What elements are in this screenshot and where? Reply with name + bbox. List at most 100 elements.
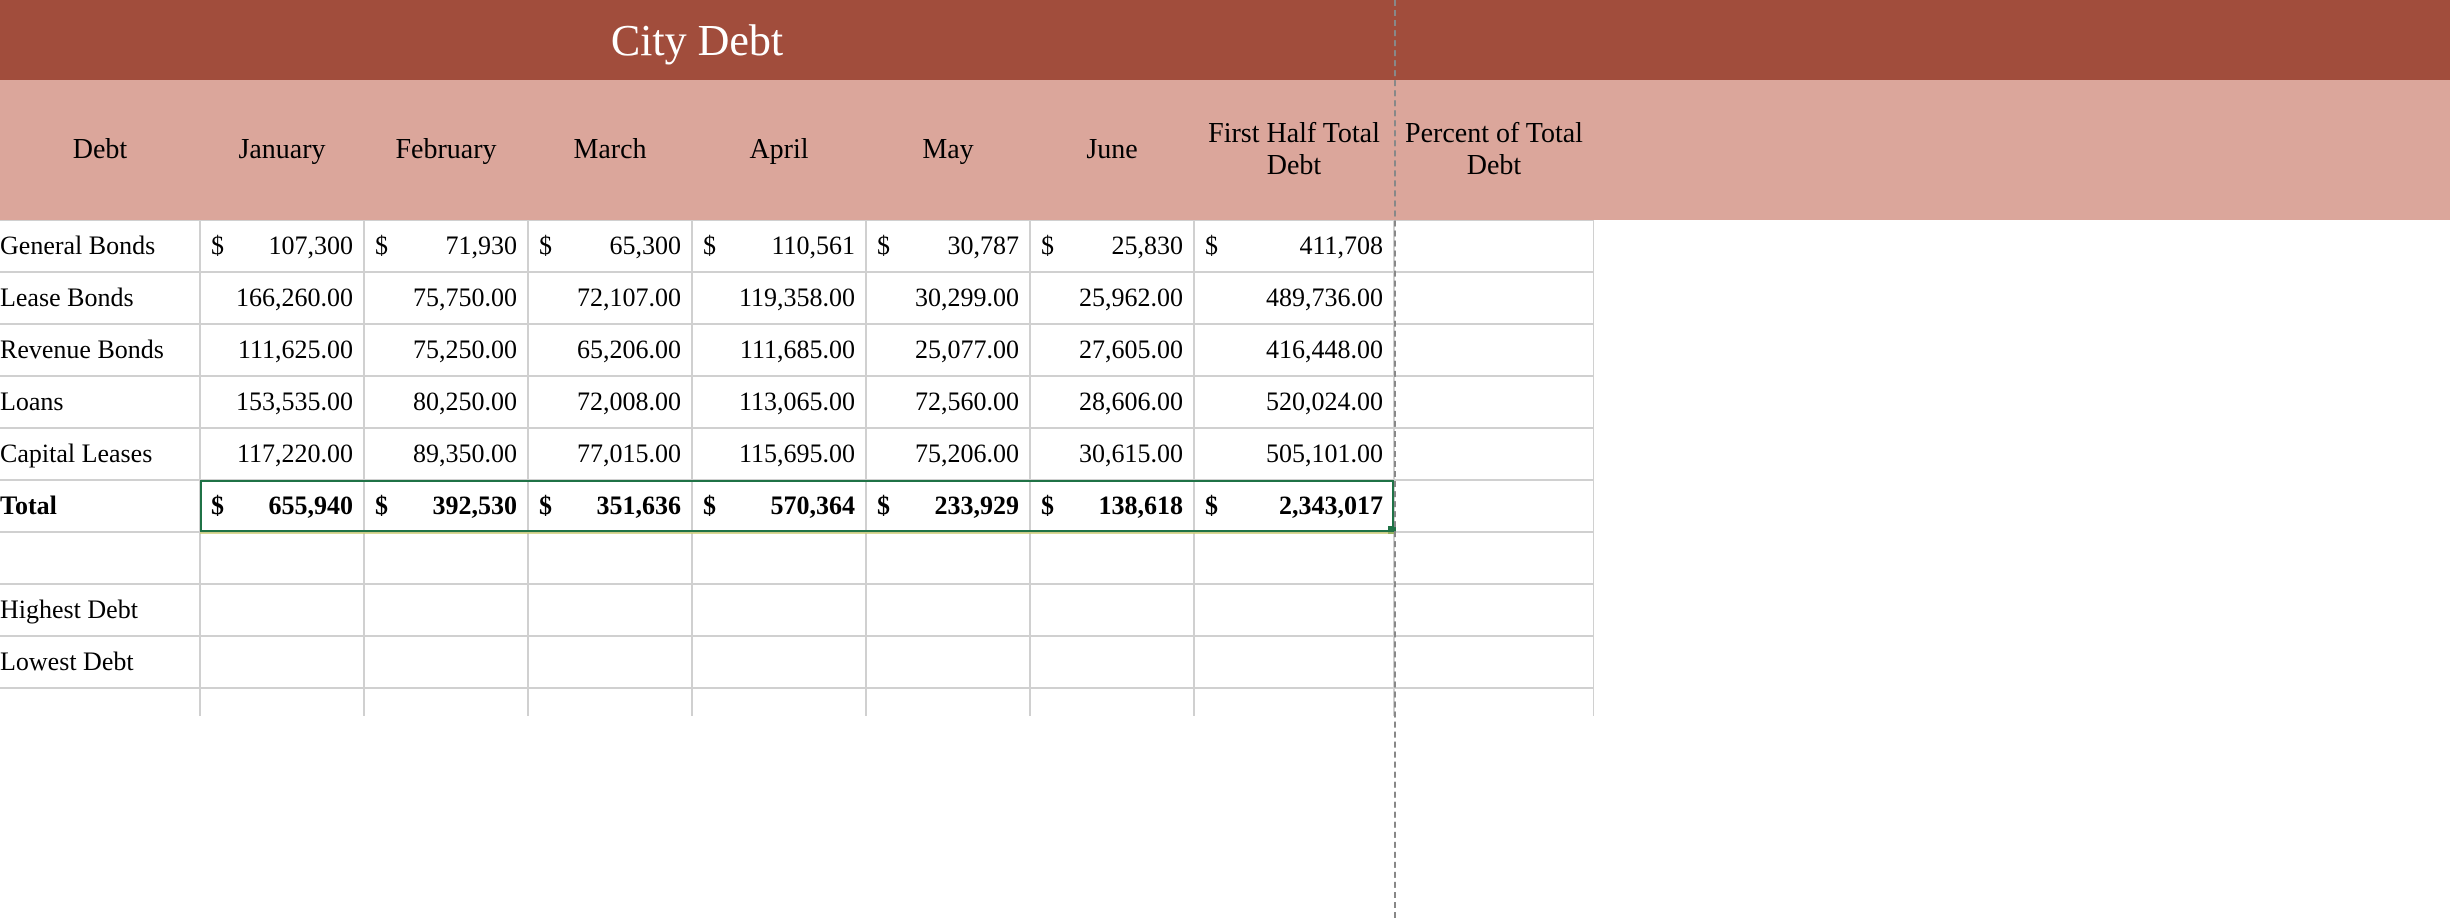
data-cell[interactable]: 117,220.00 <box>200 428 364 480</box>
empty-cell[interactable] <box>0 532 200 584</box>
empty-cell[interactable] <box>364 532 528 584</box>
data-cell[interactable]: 72,008.00 <box>528 376 692 428</box>
empty-cell[interactable] <box>200 532 364 584</box>
data-cell[interactable]: 111,685.00 <box>692 324 866 376</box>
data-cell[interactable]: 25,077.00 <box>866 324 1030 376</box>
total-first-half[interactable]: $2,343,017 <box>1194 480 1394 532</box>
empty-cell[interactable] <box>1394 636 1594 688</box>
empty-cell[interactable] <box>1030 532 1194 584</box>
data-cell[interactable]: 72,107.00 <box>528 272 692 324</box>
empty-cell[interactable] <box>692 688 866 716</box>
data-cell[interactable]: 115,695.00 <box>692 428 866 480</box>
data-cell[interactable]: 75,250.00 <box>364 324 528 376</box>
row-label[interactable]: Loans <box>0 376 200 428</box>
empty-cell[interactable] <box>364 688 528 716</box>
data-cell[interactable]: 72,560.00 <box>866 376 1030 428</box>
total-percent[interactable] <box>1394 480 1594 532</box>
col-header-january[interactable]: January <box>200 134 364 166</box>
col-header-debt[interactable]: Debt <box>0 134 200 166</box>
empty-cell[interactable] <box>866 532 1030 584</box>
row-label[interactable]: Revenue Bonds <box>0 324 200 376</box>
data-cell[interactable]: 80,250.00 <box>364 376 528 428</box>
data-cell[interactable]: 166,260.00 <box>200 272 364 324</box>
empty-cell[interactable] <box>1030 636 1194 688</box>
data-cell[interactable]: 30,615.00 <box>1030 428 1194 480</box>
percent-cell[interactable] <box>1394 428 1594 480</box>
empty-cell[interactable] <box>528 636 692 688</box>
data-cell[interactable]: 113,065.00 <box>692 376 866 428</box>
data-cell[interactable]: 119,358.00 <box>692 272 866 324</box>
data-cell[interactable]: 27,605.00 <box>1030 324 1194 376</box>
empty-cell[interactable] <box>1194 636 1394 688</box>
empty-cell[interactable] <box>200 636 364 688</box>
data-cell[interactable]: 520,024.00 <box>1194 376 1394 428</box>
highest-debt-label[interactable]: Highest Debt <box>0 584 200 636</box>
empty-cell[interactable] <box>1030 688 1194 716</box>
empty-cell[interactable] <box>1030 584 1194 636</box>
col-header-march[interactable]: March <box>528 134 692 166</box>
empty-cell[interactable] <box>692 584 866 636</box>
empty-cell[interactable] <box>1394 532 1594 584</box>
percent-cell[interactable] <box>1394 272 1594 324</box>
empty-cell[interactable] <box>1194 532 1394 584</box>
empty-cell[interactable] <box>866 584 1030 636</box>
col-header-february[interactable]: February <box>364 134 528 166</box>
col-header-first-half-total[interactable]: First Half Total Debt <box>1194 118 1394 182</box>
data-cell[interactable]: 89,350.00 <box>364 428 528 480</box>
data-cell[interactable]: 489,736.00 <box>1194 272 1394 324</box>
empty-cell[interactable] <box>364 636 528 688</box>
total-may[interactable]: $233,929 <box>866 480 1030 532</box>
empty-cell[interactable] <box>1194 688 1394 716</box>
data-cell[interactable]: 505,101.00 <box>1194 428 1394 480</box>
percent-cell[interactable] <box>1394 220 1594 272</box>
empty-cell[interactable] <box>866 636 1030 688</box>
lowest-debt-label[interactable]: Lowest Debt <box>0 636 200 688</box>
empty-cell[interactable] <box>1394 688 1594 716</box>
empty-cell[interactable] <box>1194 584 1394 636</box>
empty-cell[interactable] <box>528 584 692 636</box>
percent-cell[interactable] <box>1394 376 1594 428</box>
data-cell[interactable]: 416,448.00 <box>1194 324 1394 376</box>
empty-cell[interactable] <box>200 584 364 636</box>
col-header-april[interactable]: April <box>692 134 866 166</box>
data-cell[interactable]: $25,830 <box>1030 220 1194 272</box>
total-april[interactable]: $570,364 <box>692 480 866 532</box>
col-header-june[interactable]: June <box>1030 134 1194 166</box>
total-june[interactable]: $138,618 <box>1030 480 1194 532</box>
row-label[interactable]: Capital Leases <box>0 428 200 480</box>
data-cell[interactable]: $411,708 <box>1194 220 1394 272</box>
empty-cell[interactable] <box>866 688 1030 716</box>
data-cell[interactable]: 111,625.00 <box>200 324 364 376</box>
data-cell[interactable]: $30,787 <box>866 220 1030 272</box>
data-cell[interactable]: 153,535.00 <box>200 376 364 428</box>
partial-label[interactable] <box>0 688 200 716</box>
data-cell[interactable]: 65,206.00 <box>528 324 692 376</box>
data-cell[interactable]: $110,561 <box>692 220 866 272</box>
col-header-may[interactable]: May <box>866 134 1030 166</box>
total-march[interactable]: $351,636 <box>528 480 692 532</box>
empty-cell[interactable] <box>364 584 528 636</box>
data-cell[interactable]: 77,015.00 <box>528 428 692 480</box>
empty-cell[interactable] <box>1394 584 1594 636</box>
empty-cell[interactable] <box>528 688 692 716</box>
row-label[interactable]: General Bonds <box>0 220 200 272</box>
data-cell[interactable]: 28,606.00 <box>1030 376 1194 428</box>
data-cell[interactable]: 30,299.00 <box>866 272 1030 324</box>
data-cell[interactable]: $71,930 <box>364 220 528 272</box>
data-cell[interactable]: $107,300 <box>200 220 364 272</box>
total-label[interactable]: Total <box>0 480 200 532</box>
percent-cell[interactable] <box>1394 324 1594 376</box>
empty-cell[interactable] <box>200 688 364 716</box>
empty-cell[interactable] <box>528 532 692 584</box>
data-cell[interactable]: $65,300 <box>528 220 692 272</box>
col-header-percent[interactable]: Percent of Total Debt <box>1394 118 1594 182</box>
data-cell[interactable]: 25,962.00 <box>1030 272 1194 324</box>
row-label[interactable]: Lease Bonds <box>0 272 200 324</box>
empty-cell[interactable] <box>692 636 866 688</box>
data-cell[interactable]: 75,750.00 <box>364 272 528 324</box>
total-february[interactable]: $392,530 <box>364 480 528 532</box>
empty-cell[interactable] <box>692 532 866 584</box>
spreadsheet-viewport[interactable]: City Debt Debt January February March Ap… <box>0 0 2450 918</box>
data-cell[interactable]: 75,206.00 <box>866 428 1030 480</box>
total-january[interactable]: $655,940 <box>200 480 364 532</box>
